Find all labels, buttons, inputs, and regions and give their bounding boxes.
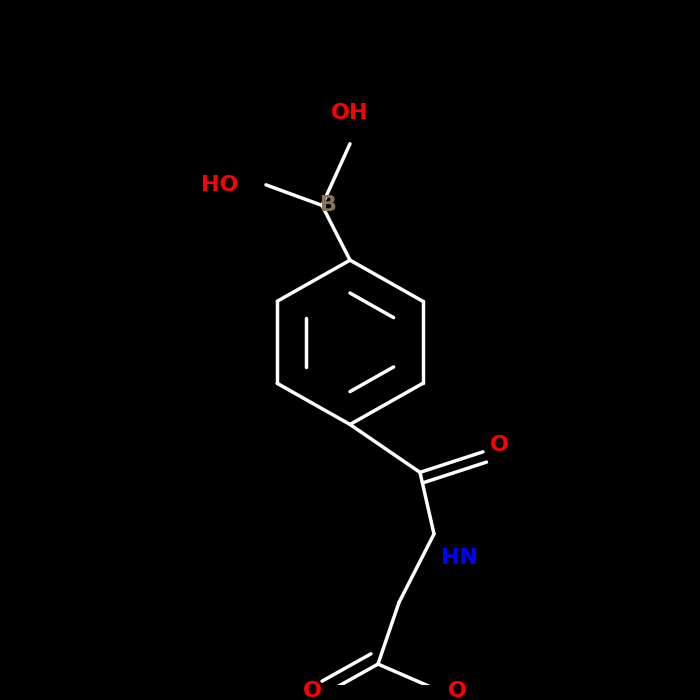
Text: O: O xyxy=(303,682,322,700)
Text: OH: OH xyxy=(331,103,369,123)
Text: B: B xyxy=(321,195,337,216)
Text: HN: HN xyxy=(441,547,478,568)
Text: O: O xyxy=(490,435,509,455)
Text: HO: HO xyxy=(200,175,238,195)
Text: O: O xyxy=(448,682,467,700)
